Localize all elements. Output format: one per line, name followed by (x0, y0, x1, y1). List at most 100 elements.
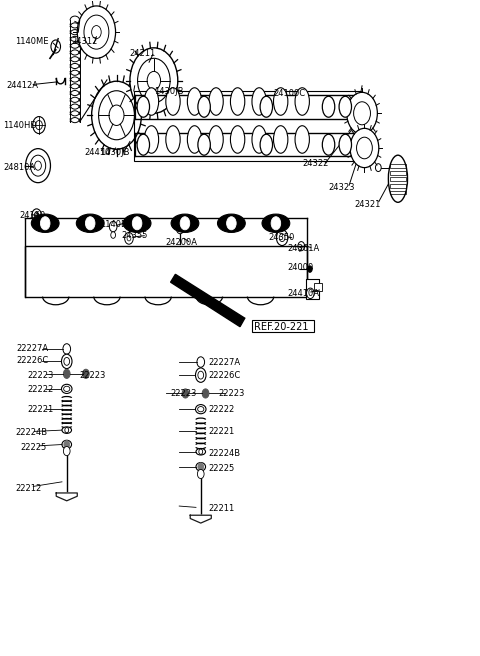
Text: 22222: 22222 (209, 405, 235, 414)
Ellipse shape (187, 88, 202, 115)
Text: 22223: 22223 (170, 389, 197, 398)
Ellipse shape (166, 126, 180, 154)
Ellipse shape (262, 214, 290, 232)
Text: 24150: 24150 (20, 211, 46, 220)
Text: 24322: 24322 (302, 159, 329, 167)
Ellipse shape (195, 405, 206, 414)
Ellipse shape (198, 134, 210, 155)
Text: 24350: 24350 (269, 233, 295, 242)
Ellipse shape (209, 126, 223, 154)
Ellipse shape (31, 214, 59, 232)
Circle shape (109, 221, 117, 232)
Circle shape (350, 129, 379, 168)
Text: 22225: 22225 (209, 464, 235, 473)
Text: 1140EJ: 1140EJ (100, 220, 129, 229)
Circle shape (271, 216, 281, 230)
Text: 22223: 22223 (27, 371, 53, 380)
Ellipse shape (388, 155, 408, 202)
Text: 22211: 22211 (209, 504, 235, 512)
Bar (134, 91, 361, 161)
Text: 22224B: 22224B (15, 428, 47, 438)
Circle shape (63, 369, 70, 379)
Ellipse shape (76, 214, 104, 232)
Polygon shape (190, 515, 211, 523)
Text: 1140HD: 1140HD (3, 121, 37, 130)
Bar (390, 191, 406, 194)
Text: 22225: 22225 (21, 443, 47, 451)
Circle shape (77, 6, 116, 58)
Text: 24361A: 24361A (288, 243, 320, 253)
Text: 24355: 24355 (121, 231, 148, 240)
Ellipse shape (339, 96, 351, 117)
Circle shape (195, 368, 206, 382)
Circle shape (347, 92, 377, 134)
Text: 22226C: 22226C (16, 356, 48, 365)
Ellipse shape (137, 134, 150, 155)
Bar (390, 171, 406, 174)
Circle shape (125, 232, 133, 244)
Polygon shape (170, 274, 245, 327)
Text: 24100C: 24100C (274, 89, 306, 98)
Circle shape (308, 266, 312, 272)
Ellipse shape (166, 88, 180, 115)
Polygon shape (56, 493, 77, 501)
Ellipse shape (196, 462, 205, 471)
Text: 22212: 22212 (15, 484, 41, 493)
Text: 24321: 24321 (355, 201, 381, 209)
Ellipse shape (323, 96, 335, 117)
Circle shape (40, 216, 50, 230)
Ellipse shape (339, 134, 351, 155)
Circle shape (197, 470, 204, 479)
Ellipse shape (61, 384, 72, 394)
Circle shape (182, 389, 189, 398)
Text: 24312: 24312 (72, 37, 98, 46)
Ellipse shape (196, 449, 205, 455)
Bar (314, 283, 322, 291)
Ellipse shape (198, 96, 210, 117)
Circle shape (83, 369, 89, 379)
Ellipse shape (144, 88, 158, 115)
Text: 24410A: 24410A (287, 289, 319, 298)
Text: 22226C: 22226C (209, 371, 241, 380)
Circle shape (198, 463, 204, 471)
Circle shape (276, 230, 288, 245)
Text: 22221: 22221 (27, 405, 53, 414)
Ellipse shape (260, 134, 273, 155)
Ellipse shape (62, 440, 72, 449)
Ellipse shape (217, 214, 245, 232)
Ellipse shape (187, 126, 202, 154)
Text: 22227A: 22227A (16, 344, 48, 354)
Bar (390, 178, 406, 181)
Circle shape (375, 164, 381, 172)
Ellipse shape (62, 427, 72, 434)
Text: 22222: 22222 (27, 385, 53, 394)
Circle shape (32, 209, 41, 222)
Text: 22221: 22221 (209, 427, 235, 436)
Circle shape (176, 223, 184, 234)
Bar (390, 164, 406, 168)
Text: 22223: 22223 (80, 371, 106, 380)
Text: 24323: 24323 (328, 183, 355, 192)
Ellipse shape (295, 126, 310, 154)
Circle shape (130, 48, 178, 113)
Circle shape (25, 149, 50, 182)
Circle shape (63, 344, 71, 354)
Bar (252, 320, 314, 332)
Circle shape (63, 447, 70, 456)
Circle shape (51, 40, 60, 53)
Ellipse shape (260, 96, 273, 117)
Circle shape (85, 216, 95, 230)
Ellipse shape (209, 88, 223, 115)
Circle shape (202, 389, 209, 398)
Circle shape (111, 232, 116, 238)
Text: REF.20-221: REF.20-221 (254, 321, 309, 332)
Ellipse shape (274, 88, 288, 115)
Text: 24810A: 24810A (3, 163, 35, 172)
Bar (306, 279, 320, 298)
Ellipse shape (230, 126, 245, 154)
Text: 1140ME: 1140ME (15, 37, 48, 46)
Text: 1430JB: 1430JB (154, 87, 183, 96)
Ellipse shape (295, 88, 310, 115)
Text: 22223: 22223 (218, 389, 245, 398)
Ellipse shape (252, 126, 266, 154)
